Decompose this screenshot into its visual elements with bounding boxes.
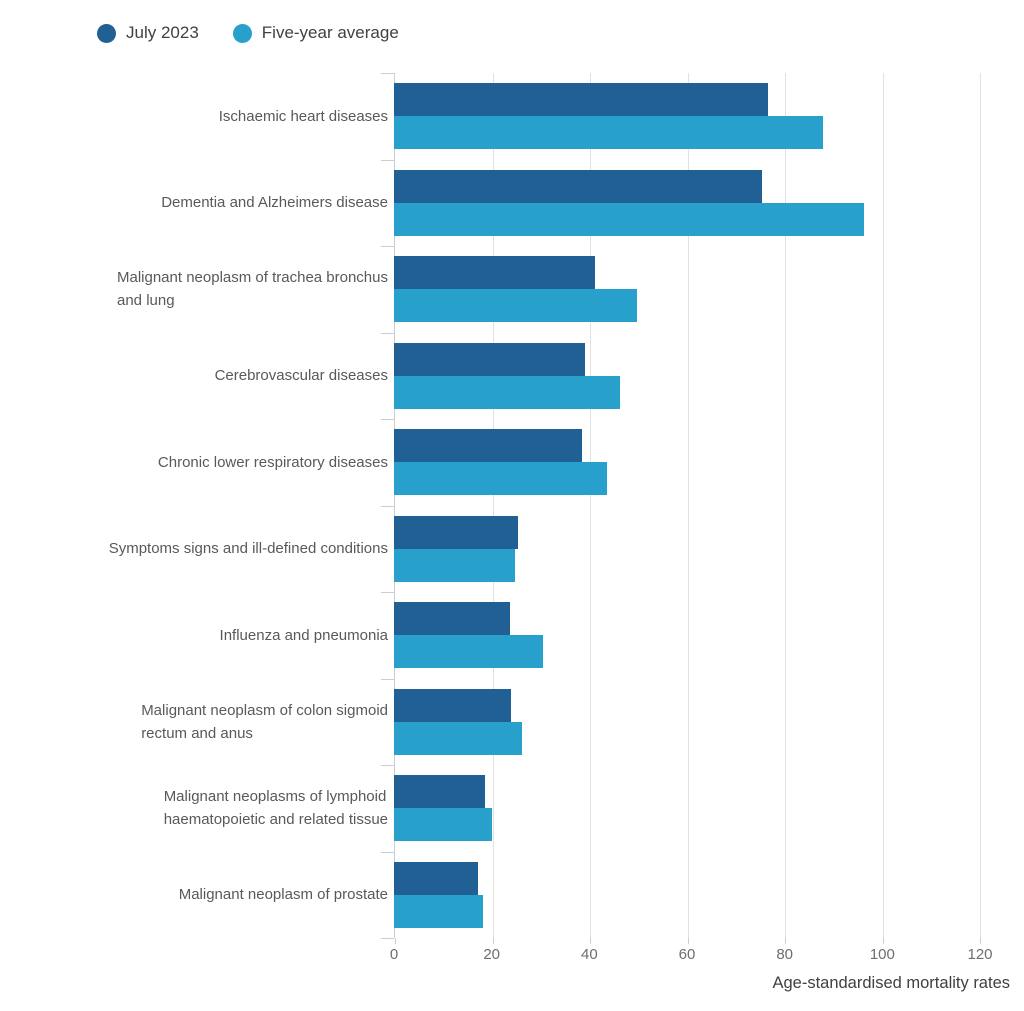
x-axis-tick-label: 80	[776, 946, 793, 963]
x-axis-tick-label: 100	[869, 946, 895, 963]
bar-july-2023[interactable]	[394, 602, 510, 636]
bar-five-year-average[interactable]	[394, 635, 543, 669]
bar-july-2023[interactable]	[394, 775, 485, 809]
category-label: Symptoms signs and ill-defined condition…	[108, 540, 388, 558]
y-axis-tick-mark	[381, 419, 394, 420]
bar-group	[394, 679, 980, 766]
bar-group	[394, 506, 980, 593]
bar-july-2023[interactable]	[394, 256, 595, 290]
legend-label-july-2023: July 2023	[126, 23, 199, 42]
chart-row: Malignant neoplasm of trachea bronchus an…	[0, 246, 1024, 333]
chart-row: Malignant neoplasms of lymphoid haematopo…	[0, 765, 1024, 852]
x-axis-tick-label: 40	[580, 946, 598, 963]
chart-row: Chronic lower respiratory diseases	[0, 419, 1024, 506]
bar-group	[394, 246, 980, 333]
legend-dot-july-2023-icon	[97, 23, 116, 43]
y-axis-tick-mark	[381, 765, 394, 766]
bar-group	[394, 160, 980, 247]
x-axis-tick-mark	[882, 938, 884, 944]
category-label: Ischaemic heart diseases	[218, 107, 388, 125]
x-axis-tick-mark	[492, 938, 494, 944]
legend: July 2023 Five-year average	[97, 22, 1024, 44]
chart-row: Ischaemic heart diseases	[0, 73, 1024, 160]
legend-dot-five-year-average-icon	[232, 23, 252, 43]
bar-five-year-average[interactable]	[394, 202, 864, 236]
legend-item-five-year-average[interactable]: Five-year average	[232, 23, 399, 43]
x-axis-tick-label: 20	[483, 946, 500, 963]
bar-july-2023[interactable]	[394, 688, 511, 722]
bar-five-year-average[interactable]	[394, 375, 620, 409]
y-axis-tick-mark	[381, 159, 394, 161]
x-axis-tick-label: 0	[389, 946, 399, 963]
bar-july-2023[interactable]	[394, 861, 478, 895]
gridline	[590, 73, 591, 938]
bar-july-2023[interactable]	[394, 342, 586, 376]
x-axis-tick-mark	[980, 938, 981, 944]
x-axis-tick-mark	[785, 938, 786, 944]
legend-item-july-2023[interactable]: July 2023	[97, 23, 199, 43]
bar-july-2023[interactable]	[394, 83, 768, 117]
grid-overlay	[381, 73, 981, 944]
category-label: Dementia and Alzheimers disease	[161, 194, 388, 212]
y-axis-tick-mark	[381, 332, 394, 334]
chart-row: Malignant neoplasm of colon sigmoid rectu…	[0, 679, 1024, 766]
bar-five-year-average[interactable]	[394, 721, 522, 755]
chart-row: Malignant neoplasm of prostate	[0, 852, 1024, 939]
y-axis-tick-mark	[381, 73, 394, 74]
category-label: Influenza and pneumonia	[219, 626, 388, 644]
bar-group	[394, 592, 980, 679]
bar-group	[394, 419, 980, 506]
y-axis-tick-mark	[381, 938, 394, 939]
legend-label-five-year-average: Five-year average	[261, 23, 399, 42]
chart-row: Dementia and Alzheimers disease	[0, 160, 1024, 247]
x-axis-labels: 0 20 40 60 80 100 120	[390, 946, 993, 966]
bar-five-year-average[interactable]	[394, 894, 484, 928]
y-axis-tick-mark	[381, 851, 394, 853]
category-label: Chronic lower respiratory diseases	[157, 453, 388, 471]
x-axis-tick-label: 120	[967, 946, 993, 963]
x-axis-tick-mark	[590, 938, 591, 944]
bar-five-year-average[interactable]	[394, 289, 637, 323]
bar-group	[394, 765, 980, 852]
chart-row: Cerebrovascular diseases	[0, 333, 1024, 420]
gridline	[980, 73, 981, 938]
x-axis-tick-mark	[395, 938, 396, 944]
bar-group	[394, 333, 980, 420]
bar-group	[394, 852, 980, 939]
bar-five-year-average[interactable]	[394, 548, 516, 582]
bar-group	[394, 73, 980, 160]
chart-row: Influenza and pneumonia	[0, 592, 1024, 679]
gridline	[492, 73, 494, 938]
chart-rows: Ischaemic heart diseases Dementia and Alz…	[0, 73, 1024, 938]
category-label: Malignant neoplasms of lymphoid haematopo…	[163, 788, 388, 829]
bar-five-year-average[interactable]	[394, 462, 608, 496]
gridline	[785, 73, 786, 938]
bar-five-year-average[interactable]	[394, 808, 492, 842]
x-axis-tick-label: 60	[678, 946, 696, 963]
y-axis-tick-mark	[381, 592, 394, 593]
gridline	[882, 73, 884, 938]
x-axis-title: Age-standardised mortality rates	[772, 974, 1010, 992]
gridline	[687, 73, 689, 938]
chart-row: Symptoms signs and ill-defined condition…	[0, 506, 1024, 593]
bar-five-year-average[interactable]	[394, 116, 823, 150]
bar-july-2023[interactable]	[394, 169, 762, 203]
plot-region: Ischaemic heart diseases Dementia and Alz…	[0, 73, 1024, 992]
category-label: Malignant neoplasm of colon sigmoid rectu…	[141, 701, 388, 742]
x-axis-tick-mark	[687, 938, 689, 944]
y-axis-tick-mark	[381, 505, 394, 507]
y-axis-tick-mark	[381, 246, 394, 247]
category-label: Malignant neoplasm of trachea bronchus an…	[117, 269, 388, 310]
bar-july-2023[interactable]	[394, 429, 582, 463]
category-label: Malignant neoplasm of prostate	[178, 886, 388, 904]
bar-july-2023[interactable]	[394, 515, 518, 549]
category-label: Cerebrovascular diseases	[214, 367, 388, 385]
y-axis-tick-mark	[381, 678, 394, 680]
